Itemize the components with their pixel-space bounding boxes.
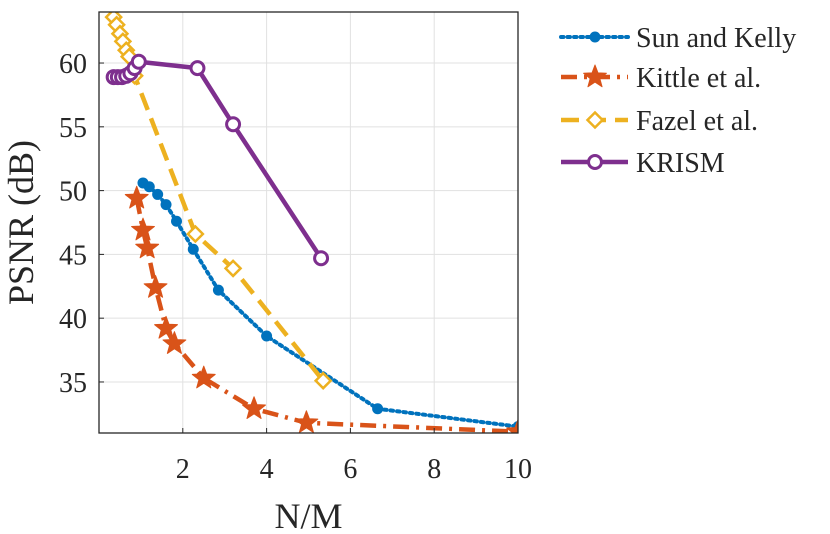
data-point bbox=[187, 243, 199, 255]
data-point bbox=[242, 396, 266, 419]
series-layer bbox=[104, 12, 518, 433]
legend-item: Fazel et al. bbox=[561, 106, 758, 137]
y-tick-label: 55 bbox=[59, 113, 87, 144]
data-point bbox=[124, 185, 149, 209]
x-tick-label: 6 bbox=[343, 454, 357, 485]
y-tick-label: 60 bbox=[59, 49, 87, 80]
series-3 bbox=[105, 53, 330, 267]
x-tick-label: 4 bbox=[260, 454, 274, 485]
data-point bbox=[506, 419, 518, 433]
x-tick-label: 8 bbox=[427, 454, 441, 485]
legend-item: KRISM bbox=[561, 148, 725, 179]
data-point bbox=[143, 181, 155, 193]
data-point bbox=[225, 116, 242, 133]
data-point bbox=[154, 315, 178, 339]
series-line bbox=[111, 16, 325, 383]
legend-item: Kittle et al. bbox=[561, 63, 761, 94]
data-point bbox=[212, 284, 224, 296]
series-1 bbox=[124, 185, 518, 433]
data-point bbox=[143, 275, 168, 298]
data-point bbox=[294, 410, 319, 433]
y-axis-label: PSNR (dB) bbox=[1, 140, 41, 305]
legend-label: Fazel et al. bbox=[636, 106, 758, 137]
data-point bbox=[162, 331, 187, 354]
data-point bbox=[313, 250, 330, 267]
ticks: 2 4 6 8 10 35 40 45 50 55 60 bbox=[59, 49, 532, 485]
data-point bbox=[261, 330, 273, 342]
data-point bbox=[152, 188, 164, 200]
grid-lines bbox=[99, 12, 519, 433]
x-axis-label: N/M bbox=[274, 496, 342, 534]
data-point bbox=[186, 224, 205, 244]
data-point bbox=[189, 60, 206, 77]
data-point bbox=[130, 53, 147, 70]
y-tick-label: 45 bbox=[59, 240, 87, 271]
data-point bbox=[313, 371, 333, 390]
x-tick-label: 10 bbox=[504, 454, 532, 485]
legend-marker bbox=[585, 110, 605, 130]
y-tick-label: 40 bbox=[59, 304, 87, 335]
series-line bbox=[141, 180, 518, 429]
data-point bbox=[223, 259, 243, 278]
data-point bbox=[191, 365, 216, 389]
legend-marker bbox=[587, 154, 603, 170]
y-tick-label: 35 bbox=[59, 368, 87, 399]
axes-box bbox=[98, 11, 519, 434]
legend: Sun and Kelly Kittle et al. Fazel et al. KR… bbox=[559, 23, 796, 179]
legend-label: Kittle et al. bbox=[636, 63, 761, 94]
x-tick-label: 2 bbox=[176, 454, 190, 485]
legend-item: Sun and Kelly bbox=[559, 23, 796, 54]
data-point bbox=[135, 235, 160, 259]
legend-marker bbox=[589, 31, 601, 43]
data-point bbox=[171, 215, 183, 227]
y-tick-label: 50 bbox=[59, 177, 87, 208]
series-0 bbox=[137, 177, 518, 433]
legend-marker bbox=[583, 64, 607, 88]
data-point bbox=[372, 403, 384, 415]
data-point bbox=[131, 217, 155, 241]
legend-label: KRISM bbox=[636, 148, 725, 179]
data-point bbox=[160, 199, 172, 211]
legend-label: Sun and Kelly bbox=[636, 23, 796, 54]
